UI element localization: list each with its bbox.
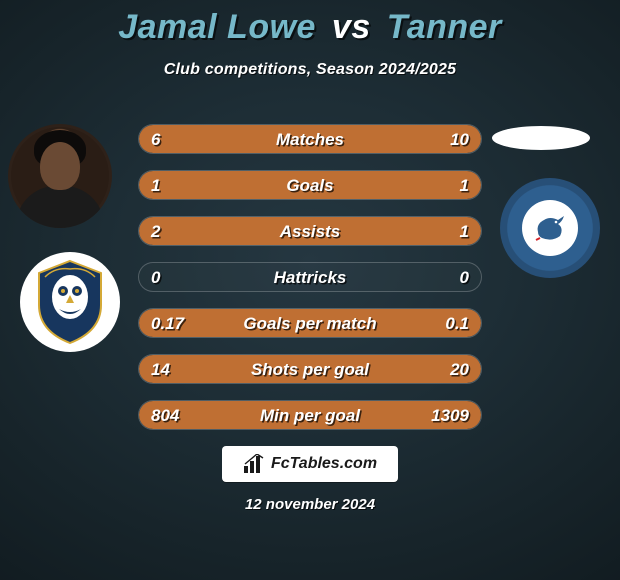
bluebird-icon bbox=[532, 210, 568, 246]
subtitle: Club competitions, Season 2024/2025 bbox=[0, 61, 620, 79]
player1-name: Jamal Lowe bbox=[118, 8, 316, 46]
player2-photo-placeholder bbox=[492, 126, 590, 150]
stats-container: 610Matches 11Goals 21Assists 00Hattricks 0.1… bbox=[138, 124, 482, 446]
stat-label: Goals per match bbox=[139, 309, 481, 338]
fctables-logo[interactable]: FcTables.com bbox=[222, 446, 398, 482]
bars-icon bbox=[243, 454, 265, 474]
generated-date: 12 november 2024 bbox=[0, 496, 620, 513]
stat-label: Shots per goal bbox=[139, 355, 481, 384]
owl-crest-icon bbox=[35, 259, 105, 345]
photo-shoulders bbox=[16, 186, 104, 228]
stat-row: 11Goals bbox=[138, 170, 482, 200]
stat-label: Goals bbox=[139, 171, 481, 200]
logo-text: FcTables.com bbox=[271, 455, 377, 473]
stat-row: 8041309Min per goal bbox=[138, 400, 482, 430]
player1-photo bbox=[8, 124, 112, 228]
stat-label: Matches bbox=[139, 125, 481, 154]
stat-row: 00Hattricks bbox=[138, 262, 482, 292]
stat-label: Hattricks bbox=[139, 263, 481, 292]
stat-row: 1420Shots per goal bbox=[138, 354, 482, 384]
stat-row: 0.170.1Goals per match bbox=[138, 308, 482, 338]
vs-separator: vs bbox=[332, 8, 371, 46]
player2-club-crest bbox=[500, 178, 600, 278]
page-title: Jamal Lowe vs Tanner bbox=[0, 0, 620, 47]
stat-row: 610Matches bbox=[138, 124, 482, 154]
stat-row: 21Assists bbox=[138, 216, 482, 246]
stat-label: Min per goal bbox=[139, 401, 481, 430]
photo-head bbox=[40, 142, 80, 190]
stat-label: Assists bbox=[139, 217, 481, 246]
player2-name: Tanner bbox=[387, 8, 502, 46]
comparison-card: Jamal Lowe vs Tanner Club competitions, … bbox=[0, 0, 620, 580]
crest-inner-circle bbox=[522, 200, 578, 256]
player1-club-crest bbox=[20, 252, 120, 352]
